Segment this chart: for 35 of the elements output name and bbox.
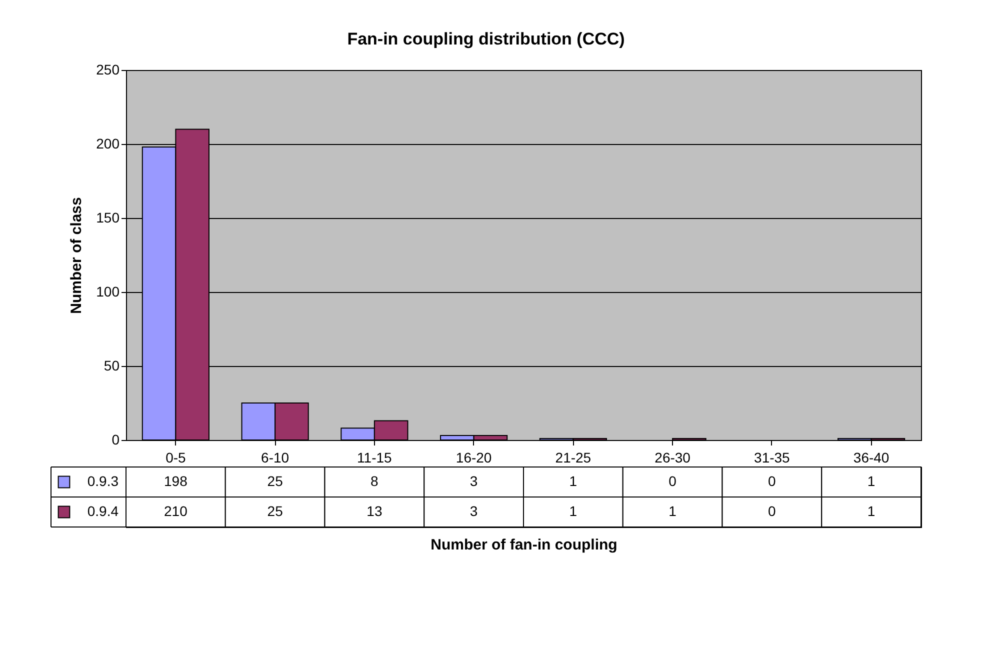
x-tick-label: 16-20 (456, 450, 492, 466)
data-label: 210 (164, 503, 188, 519)
data-label: 1 (569, 503, 578, 519)
chart-title: Fan-in coupling distribution (CCC) (347, 30, 625, 48)
x-axis-title: Number of fan-in coupling (430, 536, 618, 554)
y-tick-label: 150 (96, 210, 120, 226)
legend-label: 0.9.3 (87, 473, 119, 489)
x-tick-label: 31-35 (754, 450, 790, 466)
data-label: 0 (768, 473, 776, 489)
data-label: 3 (470, 503, 478, 519)
y-tick-label: 0 (112, 432, 120, 448)
data-label: 1 (569, 473, 578, 489)
y-tick-label: 100 (96, 284, 120, 300)
x-tick-label: 0-5 (166, 450, 186, 466)
data-label: 25 (267, 503, 284, 519)
x-tick-label: 36-40 (853, 450, 890, 466)
data-label: 25 (267, 473, 284, 489)
data-label: 1 (867, 503, 876, 519)
data-label: 8 (370, 473, 379, 489)
data-label: 198 (164, 473, 188, 489)
x-tick-label: 26-30 (654, 450, 691, 466)
data-label: 3 (470, 473, 478, 489)
legend-label: 0.9.4 (87, 503, 119, 519)
data-label: 0 (768, 503, 776, 519)
data-label: 13 (366, 503, 382, 519)
data-label: 1 (668, 503, 677, 519)
x-tick-label: 21-25 (555, 450, 592, 466)
y-axis-title: Number of class (68, 197, 86, 314)
data-label: 1 (867, 473, 876, 489)
x-tick-label: 6-10 (261, 450, 290, 466)
data-label: 0 (668, 473, 677, 489)
y-tick-label: 200 (96, 136, 120, 152)
y-tick-label: 250 (96, 62, 120, 78)
y-tick-label: 50 (104, 358, 120, 374)
x-tick-label: 11-15 (357, 450, 392, 466)
